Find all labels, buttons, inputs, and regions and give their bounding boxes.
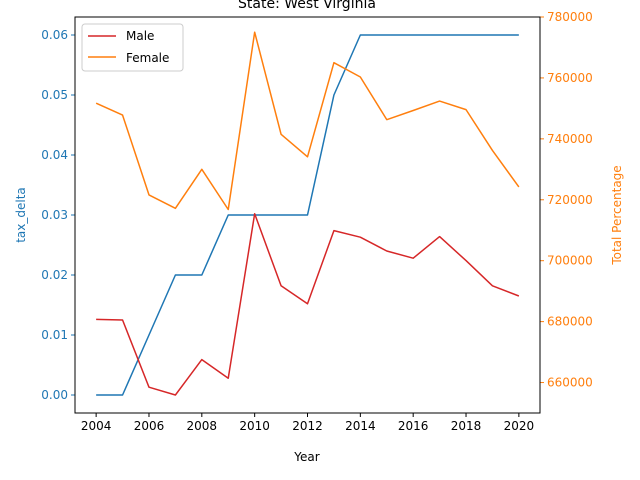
y-right-tick-label: 700000	[547, 254, 593, 268]
y-left-tick-label: 0.06	[41, 28, 68, 42]
y-left-tick-label: 0.05	[41, 88, 68, 102]
x-tick-label: 2012	[292, 419, 323, 433]
y-right-tick-label: 740000	[547, 132, 593, 146]
x-tick-label: 2010	[239, 419, 270, 433]
y-axis-left: 0.00 0.01 0.02 0.03 0.04 0.05 0.06	[41, 28, 75, 402]
series-lines	[95, 31, 520, 396]
y-left-tick-label: 0.01	[41, 328, 68, 342]
y-right-tick-label: 780000	[547, 10, 593, 24]
y-axis-left-title: tax_delta	[14, 187, 28, 243]
series-line-tax-delta	[96, 34, 519, 396]
legend-label-male: Male	[126, 29, 154, 43]
x-tick-label: 2018	[451, 419, 482, 433]
plot-frame	[74, 16, 541, 414]
legend-label-female: Female	[126, 51, 169, 65]
x-tick-label: 2016	[398, 419, 429, 433]
y-left-tick-label: 0.00	[41, 388, 68, 402]
y-left-tick-label: 0.03	[41, 208, 68, 222]
y-left-tick-label: 0.04	[41, 148, 68, 162]
y-right-tick-label: 680000	[547, 315, 593, 329]
x-tick-label: 2020	[504, 419, 535, 433]
y-right-tick-label: 720000	[547, 193, 593, 207]
x-tick-label: 2004	[81, 419, 112, 433]
x-axis-title: Year	[293, 450, 319, 464]
y-axis-right-title: Total Percentage	[610, 165, 624, 265]
x-tick-label: 2006	[134, 419, 165, 433]
chart-title: State: West Virginia	[238, 0, 376, 12]
y-right-tick-label: 660000	[547, 376, 593, 390]
y-right-tick-label: 760000	[547, 71, 593, 85]
x-tick-label: 2014	[345, 419, 376, 433]
x-tick-label: 2008	[187, 419, 218, 433]
y-axis-right: 660000 680000 700000 720000 740000 760000 7800…	[540, 10, 593, 390]
x-axis: 2004 2006 2008 2010 2012 2014 2016 2018 2020	[81, 413, 534, 433]
y-left-tick-label: 0.02	[41, 268, 68, 282]
series-line-male	[96, 213, 520, 396]
legend: Male Female	[81, 23, 184, 72]
series-line-female	[95, 31, 520, 211]
